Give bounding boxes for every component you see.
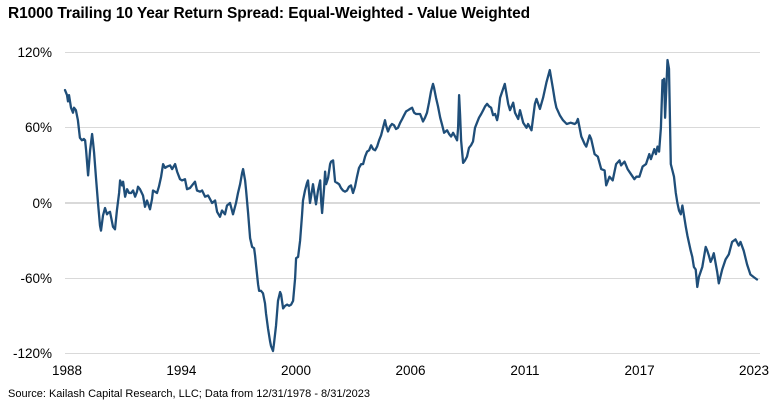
x-axis-tick-label: 2000 <box>281 363 312 378</box>
y-axis-tick-label: 0% <box>32 195 52 211</box>
gridline <box>65 352 760 355</box>
y-axis-tick-label: -60% <box>20 270 52 286</box>
gridline <box>65 277 760 279</box>
y-axis-tick-label: 120% <box>17 45 52 60</box>
gridline <box>65 202 760 204</box>
source-note: Source: Kailash Capital Research, LLC; D… <box>8 388 370 400</box>
chart-title: R1000 Trailing 10 Year Return Spread: Eq… <box>8 5 530 22</box>
x-axis-tick-label: 2023 <box>738 363 770 378</box>
x-axis-tick-label: 2011 <box>510 363 540 378</box>
y-axis-tick-label: 60% <box>24 120 52 136</box>
gridline <box>65 127 760 129</box>
x-axis-tick-label: 2017 <box>624 363 655 378</box>
x-axis-tick-label: 2006 <box>395 363 426 378</box>
x-axis-tick-label: 1994 <box>166 363 197 378</box>
gridline <box>65 51 760 54</box>
x-axis-tick-label: 1988 <box>51 363 82 378</box>
y-axis-tick-label: -120% <box>12 346 52 361</box>
line-path <box>63 58 759 353</box>
